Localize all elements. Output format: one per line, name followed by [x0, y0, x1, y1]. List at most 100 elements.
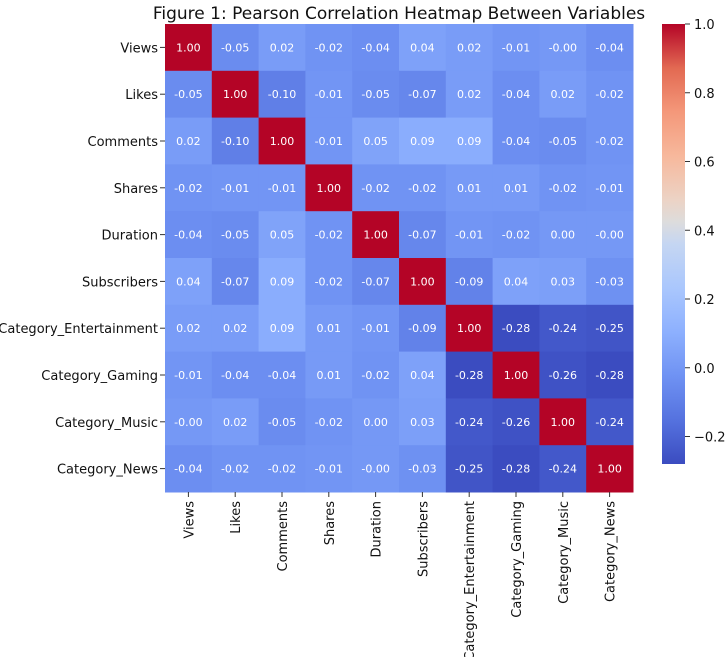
cell-value-label: -0.01 [595, 182, 623, 195]
cell-value-label: -0.05 [549, 135, 577, 148]
heatmap-cell [492, 24, 540, 72]
y-axis-tick-labels: Views Likes Comments Shares Duration Subscrib… [0, 41, 165, 478]
cell-value-label: -0.24 [595, 416, 623, 429]
heatmap-cell [586, 445, 634, 493]
cell-value-label: 0.09 [270, 275, 295, 288]
heatmap-cell [211, 258, 260, 306]
cell-value-label: 0.03 [551, 275, 576, 288]
heatmap-cell [399, 117, 447, 165]
cell-value-label: -0.00 [595, 229, 623, 242]
cell-value-label: 0.04 [410, 369, 435, 382]
y-tick-label: Subscribers [82, 275, 158, 290]
heatmap-cell-labels: 1.00 -0.05 0.02 -0.02 -0.04 0.04 0.02 -0.01 -0.0… [174, 41, 624, 475]
heatmap-cell [586, 398, 634, 446]
heatmap-cell [445, 164, 494, 212]
heatmap-cell [258, 117, 306, 165]
cell-value-label: -0.07 [408, 88, 436, 101]
heatmap-cell [445, 211, 494, 259]
heatmap-cell [211, 70, 260, 119]
cell-value-label: 0.01 [317, 369, 342, 382]
y-tick-label: Category_Music [55, 416, 158, 431]
chart-title: Figure 1: Pearson Correlation Heatmap Be… [153, 4, 645, 24]
heatmap-cell [211, 445, 260, 493]
heatmap-cell [539, 398, 587, 446]
cell-value-label: 0.03 [410, 416, 435, 429]
heatmap-cell [211, 304, 260, 353]
x-axis-tick-labels: Views Likes Comments Shares Duration Subscrib… [182, 492, 619, 661]
cell-value-label: -0.09 [455, 275, 483, 288]
heatmap-cell [165, 117, 213, 165]
heatmap-cell [352, 211, 400, 259]
heatmap-cell [211, 24, 260, 72]
x-tick-label: Category_Gaming [510, 501, 525, 618]
y-tick-label: Shares [114, 182, 159, 197]
heatmap-cell [586, 304, 634, 353]
heatmap-cell [445, 70, 494, 119]
cell-value-label: -0.24 [549, 463, 577, 476]
cell-value-label: -0.02 [408, 182, 436, 195]
heatmap-cell [492, 70, 540, 119]
heatmap-cell [399, 445, 447, 493]
cell-value-label: 1.00 [223, 88, 248, 101]
heatmap-cell [305, 70, 353, 119]
cell-value-label: -0.25 [595, 322, 623, 335]
heatmap-cell [399, 258, 447, 306]
heatmap-cell [305, 24, 353, 72]
y-tick-label: Likes [125, 88, 158, 103]
cell-value-label: 0.09 [457, 135, 482, 148]
cell-value-label: 1.00 [270, 135, 295, 148]
cell-value-label: -0.05 [221, 41, 249, 54]
cell-value-label: -0.04 [174, 229, 202, 242]
heatmap-cell [352, 258, 400, 306]
cell-value-label: -0.28 [595, 369, 623, 382]
cell-value-label: -0.01 [174, 369, 202, 382]
colorbar-tick-label: 0.2 [694, 293, 715, 308]
heatmap-cell [305, 117, 353, 165]
cell-value-label: -0.05 [221, 229, 249, 242]
cell-value-label: -0.00 [549, 41, 577, 54]
cell-value-label: 1.00 [176, 41, 201, 54]
cell-value-label: -0.02 [221, 463, 249, 476]
cell-value-label: -0.01 [221, 182, 249, 195]
cell-value-label: -0.01 [315, 135, 343, 148]
x-tick-label: Duration [370, 501, 385, 557]
heatmap-cell [399, 70, 447, 119]
heatmap-cell [211, 164, 260, 212]
cell-value-label: 0.09 [410, 135, 435, 148]
heatmap-cell [165, 70, 213, 119]
x-tick-label: Likes [229, 501, 244, 534]
heatmap-cell [539, 258, 587, 306]
cell-value-label: 0.01 [317, 322, 342, 335]
heatmap-cell [586, 70, 634, 119]
heatmap-cell [352, 24, 400, 72]
heatmap-cell [165, 351, 213, 399]
heatmap-cell [305, 351, 353, 399]
heatmap-cell [165, 164, 213, 212]
cell-value-label: -0.04 [361, 41, 389, 54]
heatmap-cell [445, 398, 494, 446]
cell-value-label: -0.04 [221, 369, 249, 382]
heatmap-cell [539, 70, 587, 119]
cell-value-label: -0.28 [455, 369, 483, 382]
heatmap-cell [539, 24, 587, 72]
cell-value-label: 1.00 [504, 369, 529, 382]
cell-value-label: 0.00 [363, 416, 388, 429]
cell-value-label: 0.02 [223, 322, 248, 335]
cell-value-label: -0.04 [174, 463, 202, 476]
heatmap-cell [305, 445, 353, 493]
heatmap-cell [492, 164, 540, 212]
heatmap-cell [258, 351, 306, 399]
cell-value-label: -0.05 [268, 416, 296, 429]
cell-value-label: -0.02 [268, 463, 296, 476]
x-tick-label: Category_News [604, 501, 619, 602]
cell-value-label: -0.02 [315, 41, 343, 54]
heatmap-cell [445, 351, 494, 399]
cell-value-label: -0.04 [502, 135, 530, 148]
cell-value-label: 0.02 [270, 41, 295, 54]
cell-value-label: 0.04 [176, 275, 201, 288]
heatmap-cell [165, 258, 213, 306]
heatmap-cell [352, 164, 400, 212]
heatmap-cell [165, 445, 213, 493]
x-tick-label: Shares [323, 501, 338, 546]
